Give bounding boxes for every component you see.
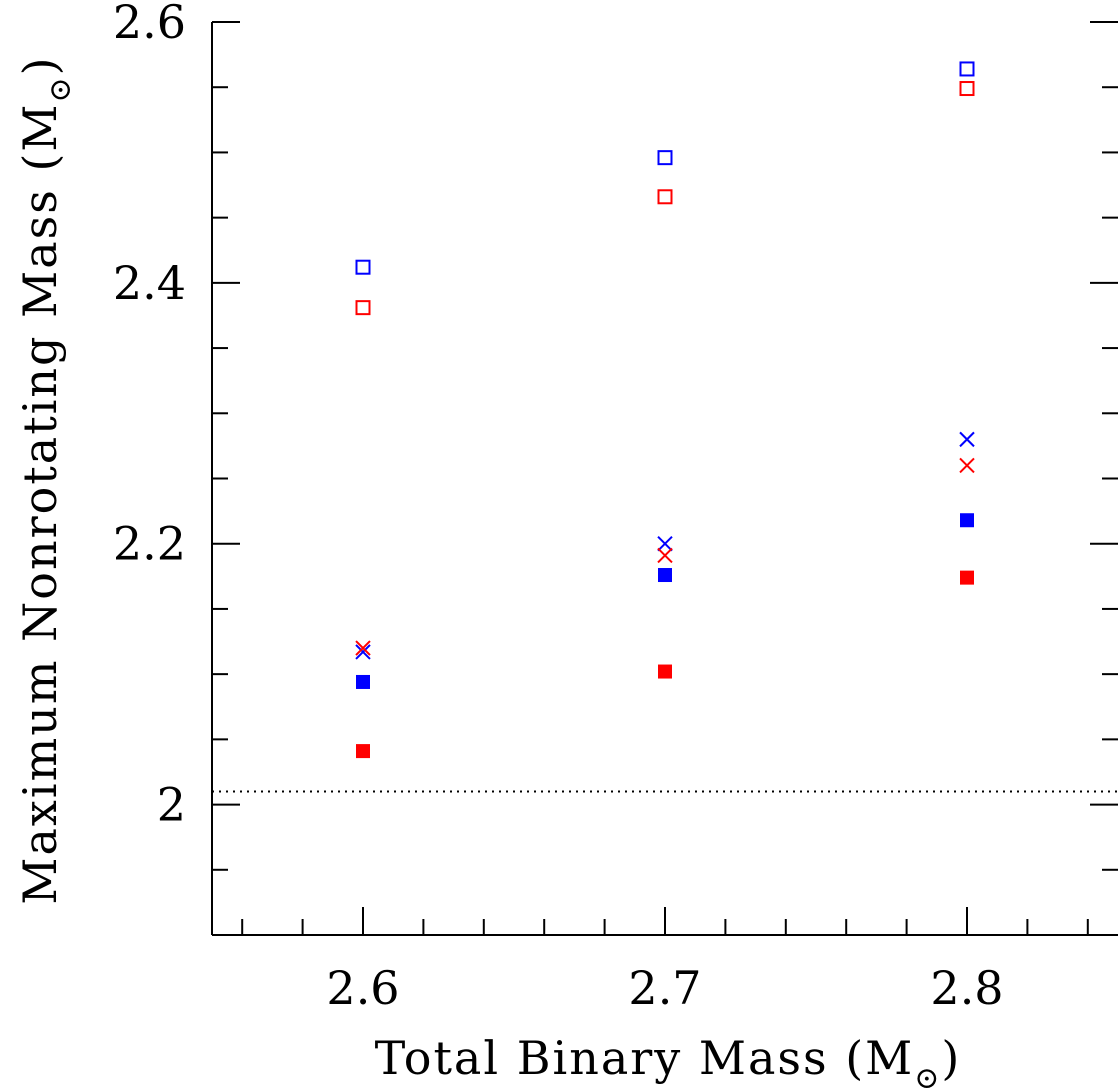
y-tick-label: 2.2 — [113, 517, 186, 571]
x-tick-label: 2.8 — [930, 961, 1003, 1015]
filled-square-point — [658, 568, 672, 583]
y-axis-title-sub: ⊙ — [43, 75, 78, 102]
y-tick-label: 2.6 — [113, 0, 186, 49]
cross-point — [657, 536, 673, 552]
open-square-point — [959, 81, 975, 97]
x-axis-title-close: ) — [941, 1031, 961, 1085]
filled-square-point — [356, 674, 370, 689]
cross-point — [355, 644, 371, 660]
filled-square-point — [960, 513, 974, 528]
x-axis-title-sub: ⊙ — [914, 1061, 941, 1089]
x-axis-title-main: Total Binary Mass (M — [375, 1031, 915, 1085]
y-axis-title-close: ) — [13, 55, 67, 75]
open-square-point — [355, 300, 371, 316]
x-tick-label: 2.6 — [326, 961, 399, 1015]
filled-square-point — [658, 664, 672, 679]
y-axis-title-main: Maximum Nonrotating Mass (M — [13, 102, 67, 904]
cross-point — [657, 547, 673, 564]
y-axis-title: Maximum Nonrotating Mass (M⊙) — [13, 55, 78, 904]
open-square-point — [657, 189, 673, 205]
filled-square-point — [960, 570, 974, 585]
open-square-point — [959, 61, 975, 77]
data-marks — [355, 61, 975, 759]
filled-square-point — [356, 744, 370, 759]
y-tick-label: 2.4 — [113, 256, 186, 310]
ticks — [212, 21, 1118, 935]
cross-point — [959, 457, 975, 474]
open-square-point — [657, 150, 673, 166]
x-axis-title: Total Binary Mass (M⊙) — [375, 1031, 962, 1089]
axes — [211, 22, 1118, 936]
x-tick-label: 2.7 — [628, 961, 701, 1015]
tick-labels: 2.6 2.7 2.8 2 2.2 2.4 2.6 — [113, 0, 1004, 1015]
open-square-point — [355, 259, 371, 275]
cross-point — [959, 431, 975, 448]
cross-point — [355, 640, 371, 656]
y-tick-label: 2 — [157, 778, 186, 832]
